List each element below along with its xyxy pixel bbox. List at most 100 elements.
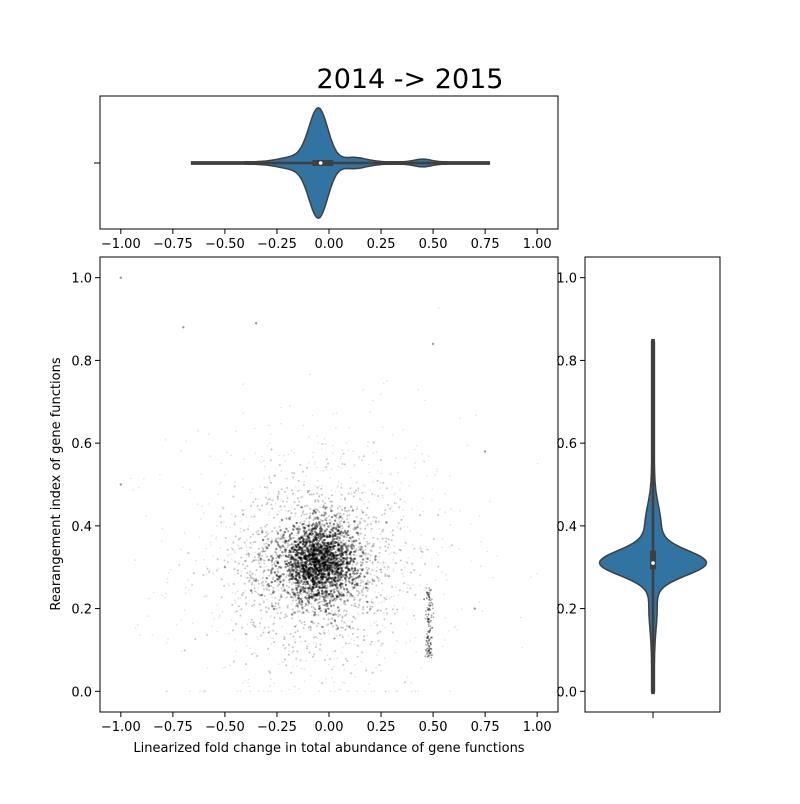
scatter-point [319,550,322,553]
scatter-point [387,504,389,506]
scatter-point [340,482,343,485]
scatter-point [241,594,244,597]
scatter-point [307,549,310,552]
scatter-point [340,575,343,579]
scatter-point [429,638,431,640]
scatter-point [203,595,206,598]
scatter-point [320,586,324,589]
scatter-point [364,520,367,523]
scatter-point [242,383,244,385]
scatter-point [360,575,362,578]
scatter-point [263,477,265,480]
scatter-point [306,535,310,538]
scatter-point [341,582,344,585]
scatter-point [381,530,384,533]
scatter-point [379,594,382,596]
scatter-point [245,663,247,666]
scatter-point [301,607,304,610]
scatter-point [389,622,392,625]
scatter-point [291,547,294,551]
scatter-point [536,462,539,465]
scatter-point [270,602,273,605]
scatter-point [357,487,360,490]
scatter-point [332,540,335,543]
scatter-point [260,593,263,597]
scatter-point [385,598,388,601]
scatter-point [340,493,343,496]
scatter-point [353,557,356,561]
scatter-point [288,571,291,574]
scatter-point [366,557,369,560]
scatter-point [306,548,309,551]
scatter-point [189,690,191,693]
scatter-point [428,607,431,610]
scatter-point [309,595,313,598]
scatter-point [300,667,303,670]
scatter-point [259,557,262,560]
scatter-point [480,541,482,543]
scatter-point [381,529,383,531]
scatter-point [283,490,286,493]
scatter-point [414,448,416,451]
scatter-point [314,566,317,569]
scatter-point [299,541,302,544]
scatter-point [303,555,307,559]
scatter-point [320,562,323,566]
scatter-point [428,598,431,601]
scatter-point [353,599,355,601]
scatter-point [322,506,325,509]
scatter-point [248,573,251,576]
scatter-point [381,513,384,516]
scatter-point [375,451,378,454]
scatter-point [322,578,324,581]
scatter-point [205,547,208,550]
scatter-point [340,569,343,572]
scatter-point [316,563,319,566]
scatter-point [338,518,341,521]
scatter-point [348,582,351,585]
scatter-point [317,524,320,527]
scatter-point [265,554,268,556]
scatter-point [303,557,306,560]
scatter-point [530,576,532,578]
scatter-point [209,455,212,457]
scatter-point [313,547,316,550]
scatter-point [307,558,309,560]
scatter-point [322,505,325,508]
scatter-point [340,595,343,598]
scatter-point [427,637,429,639]
scatter-point [312,593,315,596]
scatter-point [320,558,323,561]
scatter-point [244,560,246,563]
scatter-point [328,535,332,539]
scatter-point [353,520,356,523]
scatter-point [332,413,334,415]
scatter-point [240,570,242,573]
scatter-point [325,563,328,566]
scatter-point [370,531,372,533]
scatter-point [237,562,240,565]
scatter-point [292,558,295,561]
scatter-point [346,659,349,662]
scatter-point [296,569,299,572]
scatter-point [344,629,347,631]
scatter-point [299,558,303,562]
scatter-point [282,579,285,582]
scatter-point [322,579,325,581]
scatter-point [379,630,382,633]
scatter-point [336,523,339,527]
scatter-point [296,564,300,567]
scatter-point [308,586,311,589]
scatter-point [245,602,248,605]
scatter-point [353,596,356,599]
scatter-point [134,627,137,629]
scatter-point [328,553,331,557]
scatter-point [329,690,332,693]
scatter-point [295,579,299,582]
scatter-point [318,594,321,597]
scatter-point [244,589,246,592]
scatter-point [346,514,349,517]
scatter-point [315,590,318,592]
scatter-point [402,575,405,578]
scatter-point [278,571,280,573]
